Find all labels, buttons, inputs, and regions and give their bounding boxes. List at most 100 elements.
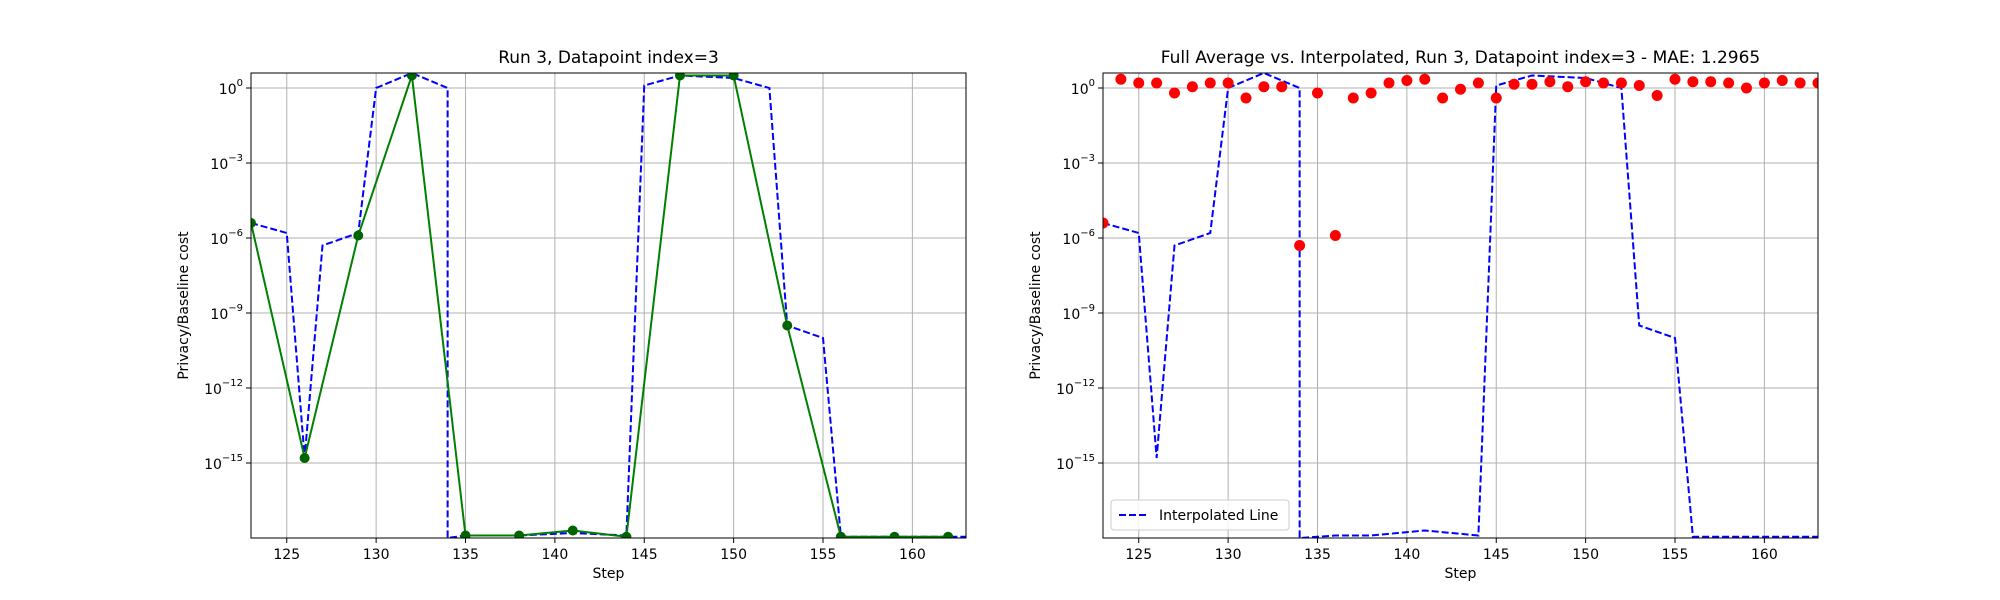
chart-left-series-marker [353,230,364,241]
chart-right-scatter-point [1776,75,1788,86]
chart-right-legend-box [1110,499,1290,531]
chart-right-scatter-point [1580,76,1592,88]
chart-right-x-tick-label: 125 [1125,547,1152,563]
chart-left-frame [250,72,967,539]
chart-right-grid [1103,73,1818,538]
chart-left-plot [251,73,966,538]
chart-right-scatter-point [1401,75,1413,86]
chart-right-scatter-point [1544,76,1556,88]
chart-right-scatter-point [1240,92,1252,104]
chart-right-scatter-point [1490,92,1502,104]
chart-left-series-marker [621,531,632,538]
chart-left-grid [251,73,966,538]
chart-left-x-tick-label: 160 [899,547,926,563]
chart-right-y-tick-label: 10−9 [1062,303,1095,323]
chart-right-scatter-point [1276,81,1288,93]
chart-right-x-tick-label: 130 [1215,547,1242,563]
chart-right-scatter-point [1741,82,1752,94]
chart-right-scatter-point [1598,77,1609,89]
chart-right-scatter-point [1508,78,1520,90]
chart-right-legend-label: Interpolated Line [1159,508,1278,524]
chart-left-series-marker [299,453,310,463]
chart-right-dashed-series-line [1103,73,1818,538]
chart-right-y-tick-label: 10−12 [1056,378,1095,398]
chart-left-series-marker [251,218,256,228]
chart-right-scatter-point [1204,77,1216,89]
chart-right-scatter-point [1133,77,1145,89]
chart-left-y-tick-label: 10−9 [210,303,243,323]
chart-left-x-tick-label: 155 [810,547,837,563]
chart-left-x-axis-label: Step [593,566,625,582]
chart-left-series-marker [889,531,900,538]
chart-right-x-tick-label: 150 [1572,547,1599,563]
chart-right-scatter-point [1669,73,1681,85]
chart-left-x-tick-label: 140 [542,547,569,563]
chart-right-scatter-point [1383,77,1395,89]
chart-right-x-tick-label: 140 [1394,547,1421,563]
chart-right-frame [1102,72,1819,539]
chart-left-y-tick-label: 10−3 [210,153,243,173]
chart-left-title: Run 3, Datapoint index=3 [498,48,719,68]
chart-right-scatter-point [1705,76,1717,88]
chart-left-series-marker [514,530,525,538]
chart-left-y-tick-label: 10−12 [204,378,243,398]
chart-right-y-ticks: 100 10−3 10−6 10−9 10−12 10−15 [1056,78,1103,473]
chart-left-y-tick-label: 100 [219,78,243,98]
chart-left-series-marker [943,531,954,538]
chart-right-scatter-point [1419,73,1431,85]
chart-right-scatter-point [1794,77,1806,89]
chart-right-scatter-point [1472,77,1484,89]
chart-right-x-tick-label: 145 [1483,547,1510,563]
chart-right-scatter-point [1329,230,1341,241]
chart-right-scatter-point [1312,87,1323,99]
chart-right-scatter-point [1562,81,1574,93]
chart-right-scatter-point [1615,77,1627,89]
chart-left-series-marker [835,531,846,538]
chart-right-scatter-point [1526,78,1538,90]
chart-right-scatter-point [1151,77,1163,89]
chart-right-title: Full Average vs. Interpolated, Run 3, Da… [1161,48,1761,68]
chart-right-x-ticks: 125 130 135 140 145 150 155 160 [1125,538,1778,563]
chart-left-series-marker [782,320,793,331]
chart-right-scatter-point [1687,76,1699,88]
chart-right-scatter-point [1365,87,1377,99]
chart-right-scatter-point [1115,73,1127,85]
chart-left-x-tick-label: 150 [720,547,747,563]
chart-left-x-tick-label: 130 [363,547,390,563]
chart-left-solid-series-line [251,74,949,538]
chart-right-y-tick-label: 100 [1071,78,1095,98]
chart-right-scatter-point [1651,90,1663,101]
chart-right: 125 130 135 140 145 150 155 160 100 10−3 10−6 10−9… [1028,48,1819,582]
chart-right-scatter-point [1186,81,1198,93]
chart-right-plot [1103,73,1818,538]
chart-right-scatter-point [1169,87,1180,99]
chart-right-y-axis-label: Privacy/Baseline cost [1028,231,1044,380]
chart-right-x-axis-label: Step [1445,566,1477,582]
chart-right-scatter-point [1222,77,1234,89]
chart-right-scatter-point [1347,92,1359,104]
chart-right-x-tick-label: 160 [1751,547,1778,563]
chart-right-scatter-point [1455,83,1466,95]
chart-left-x-tick-label: 125 [273,547,300,563]
chart-left-x-tick-label: 135 [452,547,479,563]
chart-left-x-ticks: 125 130 135 140 145 150 155 160 [273,538,926,563]
chart-right-scatter-point [1812,77,1818,89]
chart-left-series-marker [728,73,739,81]
chart-right-x-tick-label: 155 [1662,547,1689,563]
chart-right-y-tick-label: 10−15 [1056,453,1095,473]
chart-right-scatter-point [1633,80,1645,91]
chart-right-x-tick-label: 135 [1304,547,1331,563]
chart-right-scatter-point [1437,92,1449,104]
chart-left-series-marker [460,530,471,538]
chart-right-scatter-point [1258,81,1270,93]
chart-right-scatter-point [1723,77,1735,89]
chart-right-scatter-point [1103,217,1109,229]
chart-left-y-axis-label: Privacy/Baseline cost [176,231,192,380]
chart-left-x-tick-label: 145 [631,547,658,563]
chart-right-scatter-point [1294,240,1306,251]
chart-left-series-marker [675,73,685,81]
chart-right-y-tick-label: 10−6 [1062,228,1095,248]
chart-left-y-tick-label: 10−15 [204,453,243,473]
